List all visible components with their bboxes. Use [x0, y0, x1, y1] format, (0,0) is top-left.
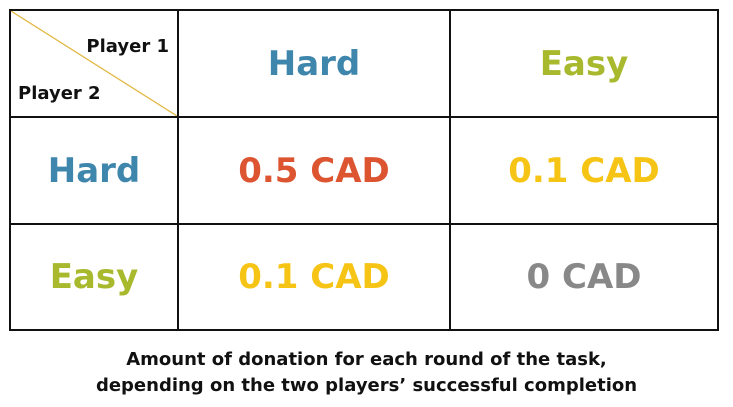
cell-easy-hard: 0.1 CAD — [179, 225, 451, 329]
player2-label: Player 2 — [18, 83, 101, 104]
cell-hard-hard: 0.5 CAD — [179, 118, 451, 225]
payoff-matrix: Player 1 Player 2 Hard Easy Hard 0.5 CAD… — [9, 9, 719, 331]
row-header-hard: Hard — [11, 118, 179, 225]
column-header-easy: Easy — [451, 11, 717, 118]
corner-cell: Player 1 Player 2 — [11, 11, 179, 118]
player1-label: Player 1 — [86, 36, 169, 57]
column-header-hard: Hard — [179, 11, 451, 118]
diagonal-divider — [11, 11, 177, 116]
row-header-easy: Easy — [11, 225, 179, 329]
caption-line-1: Amount of donation for each round of the… — [126, 349, 607, 370]
caption-line-2: depending on the two players’ successful… — [95, 375, 638, 396]
cell-hard-easy: 0.1 CAD — [451, 118, 717, 225]
caption: Amount of donation for each round of the… — [0, 347, 733, 399]
cell-easy-easy: 0 CAD — [526, 257, 642, 297]
